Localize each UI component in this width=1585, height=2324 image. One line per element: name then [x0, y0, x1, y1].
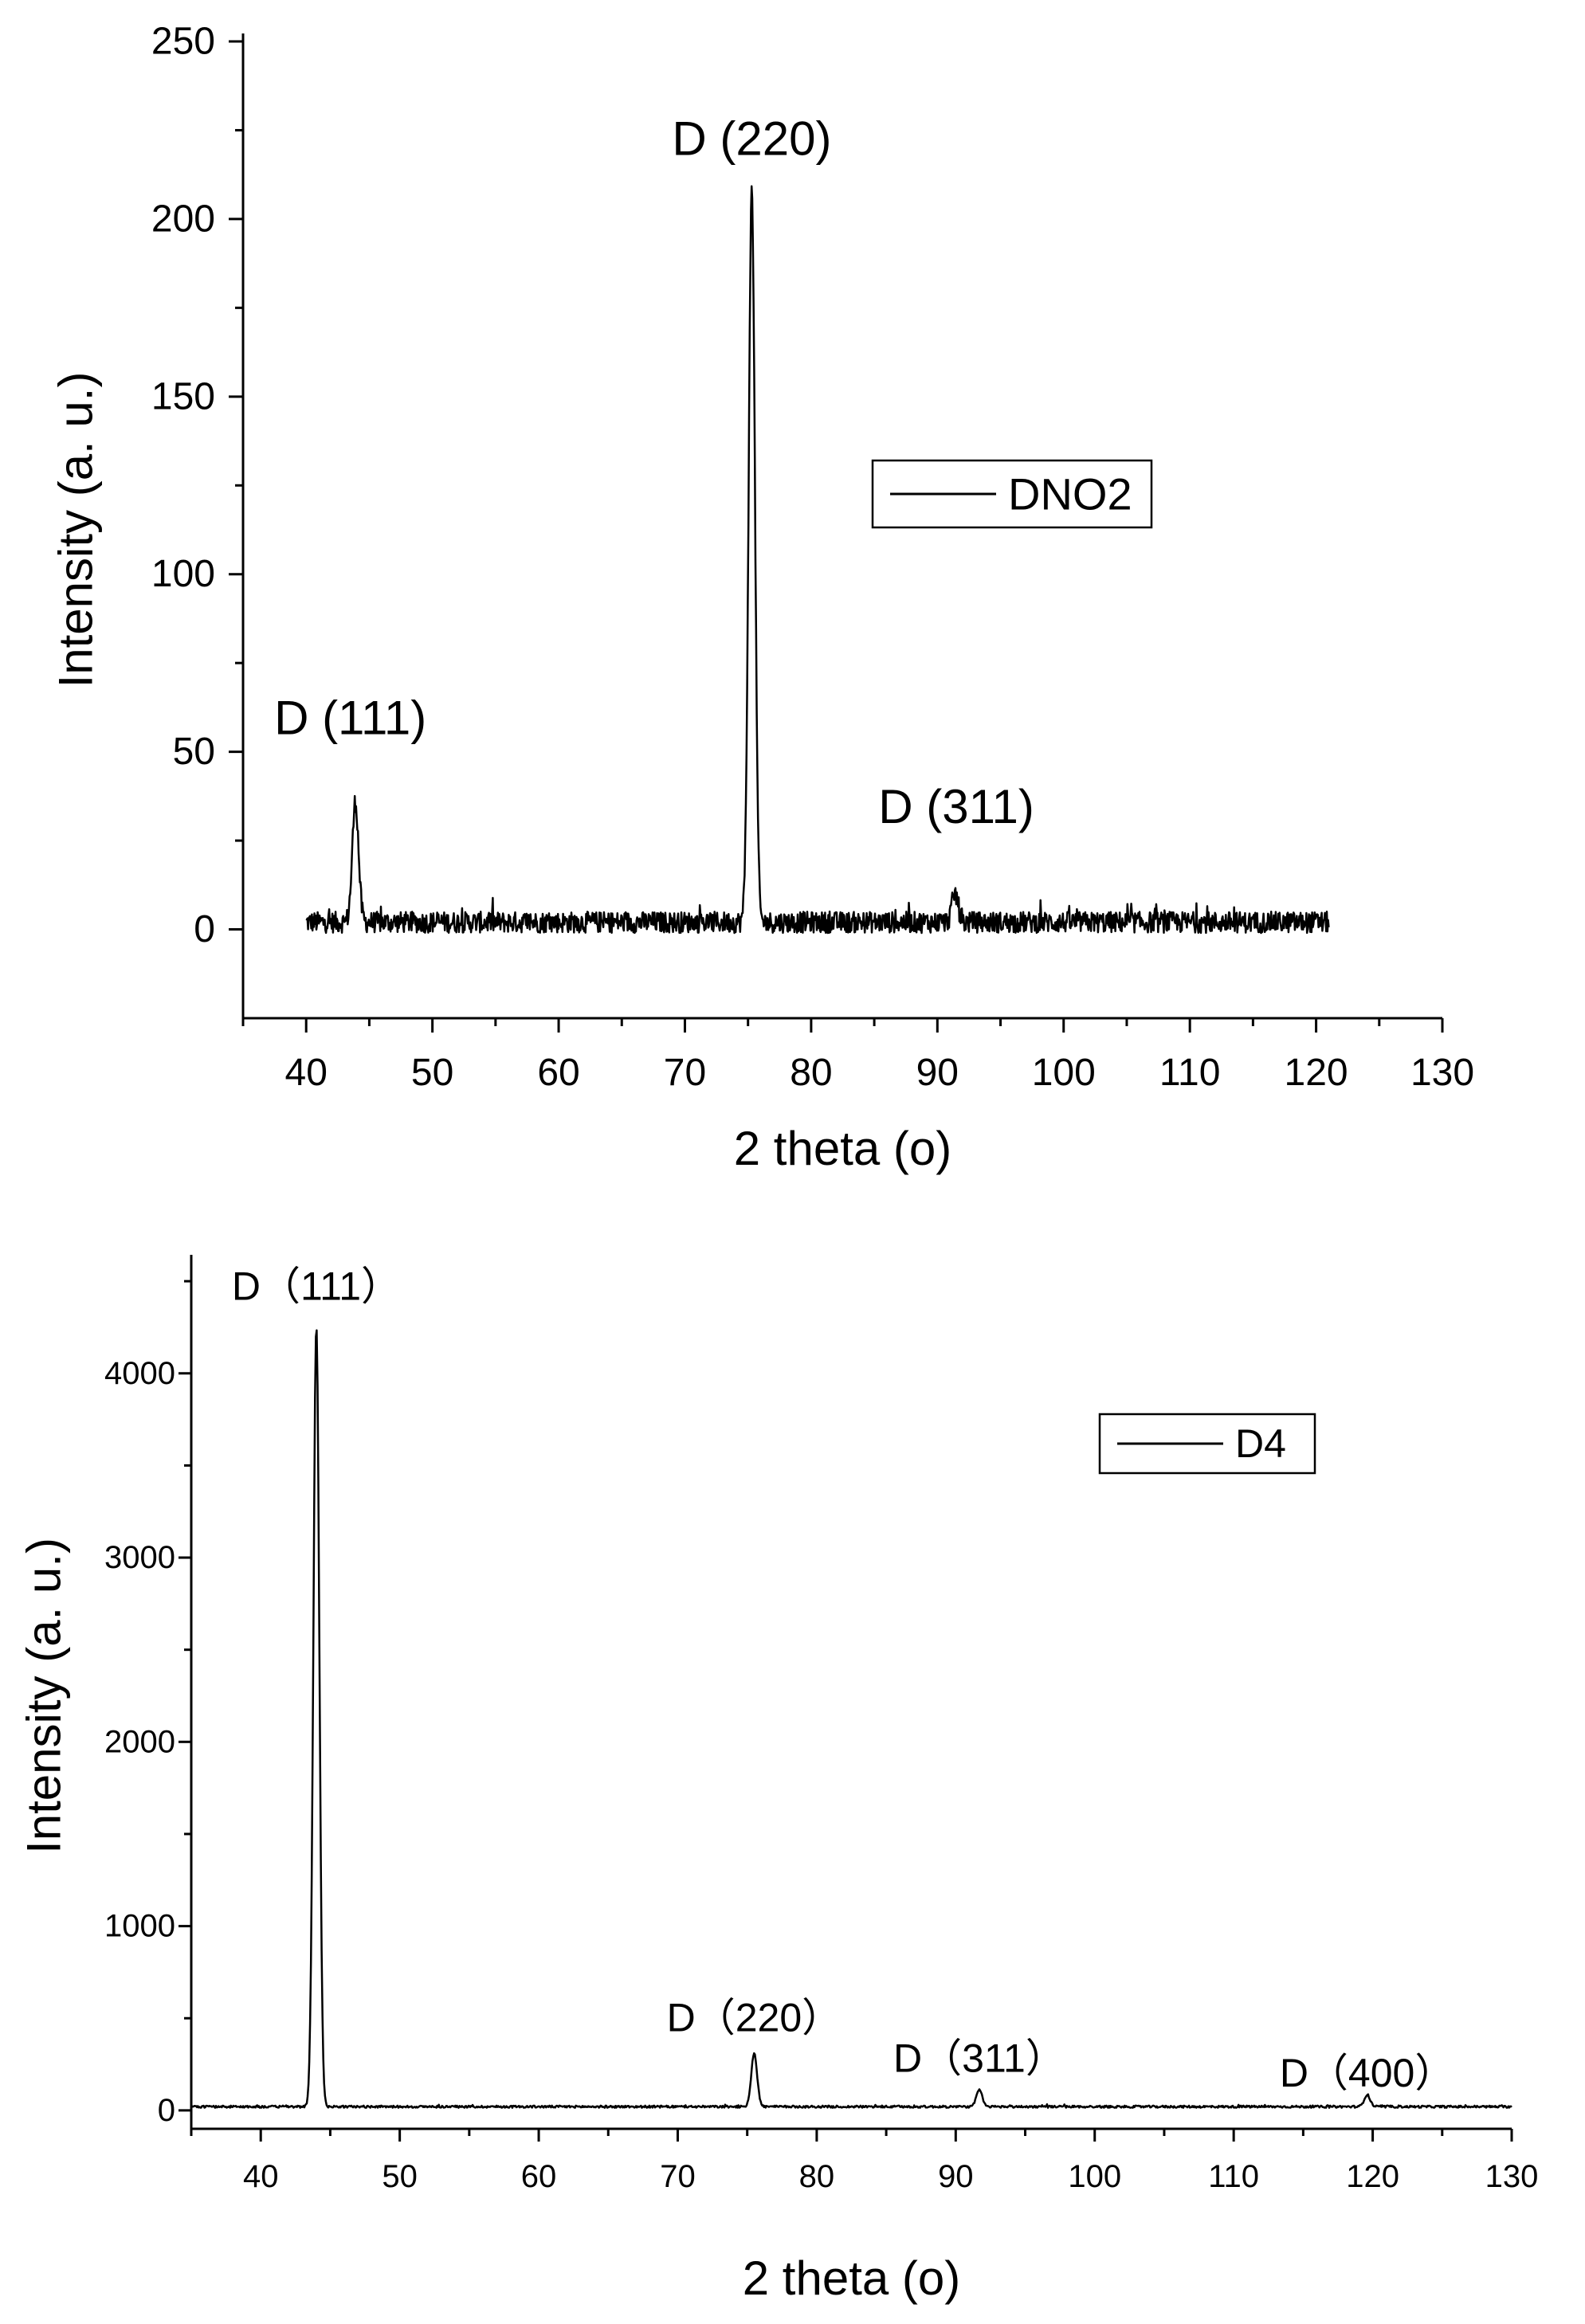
x-tick-label: 40 [285, 1052, 328, 1094]
y-tick-label: 4000 [104, 1356, 175, 1391]
x-tick-label: 90 [916, 1052, 959, 1094]
x-tick-label: 100 [1068, 2159, 1121, 2194]
y-tick-label: 1000 [104, 1909, 175, 1944]
y-tick-label: 200 [151, 198, 215, 240]
y-tick-label: 150 [151, 375, 215, 417]
x-tick-label: 40 [243, 2159, 279, 2194]
x-tick-label: 130 [1410, 1052, 1474, 1094]
x-tick-label: 120 [1346, 2159, 1399, 2194]
x-tick-label: 60 [537, 1052, 579, 1094]
x-tick-label: 50 [382, 2159, 418, 2194]
series-line-dno2 [305, 185, 1330, 935]
chart-dno2: 40 50 60 70 80 90 100 110 120 130 0 50 100 150 200 250 2… [49, 21, 1475, 1176]
peak-annotation: D (111) [274, 691, 426, 744]
series-line-d4 [190, 1329, 1512, 2109]
y-axis-title: Intensity (a. u.) [18, 1538, 71, 1854]
y-tick-label: 3000 [104, 1540, 175, 1575]
peak-annotation: D（400） [1280, 2051, 1455, 2095]
y-tick-label: 100 [151, 553, 215, 595]
chart-d4: 40 50 60 70 80 90 100 110 120 130 0 1000 2000 3000 400… [18, 1255, 1539, 2305]
x-tick-label: 120 [1285, 1052, 1348, 1094]
x-tick-label: 70 [660, 2159, 696, 2194]
x-tick-label: 80 [790, 1052, 832, 1094]
x-tick-label: 90 [938, 2159, 974, 2194]
x-axis-title: 2 theta (o) [743, 2251, 961, 2305]
peak-annotation: D (311) [878, 780, 1034, 833]
peak-annotation: D（220） [667, 1995, 842, 2040]
y-axis-title: Intensity (a. u.) [49, 372, 103, 688]
x-tick-label: 80 [799, 2159, 835, 2194]
x-tick-label: 70 [664, 1052, 706, 1094]
peak-annotation: D（311） [893, 2036, 1065, 2080]
x-axis-title: 2 theta (o) [734, 1122, 952, 1175]
x-tick-label: 110 [1208, 2159, 1259, 2194]
x-tick-label: 130 [1485, 2159, 1539, 2194]
x-tick-label: 50 [411, 1052, 453, 1094]
y-tick-label: 0 [194, 908, 215, 950]
y-tick-label: 0 [158, 2093, 175, 2128]
x-tick-label: 60 [521, 2159, 557, 2194]
y-tick-label: 2000 [104, 1724, 175, 1759]
peak-annotation: D (220) [672, 112, 831, 166]
y-tick-label: 250 [151, 21, 215, 63]
x-tick-label: 100 [1032, 1052, 1096, 1094]
y-tick-label: 50 [173, 731, 215, 773]
legend-label: DNO2 [1008, 469, 1132, 519]
x-tick-label: 110 [1159, 1052, 1221, 1094]
legend-label: D4 [1235, 1421, 1286, 1466]
peak-annotation: D（111） [232, 1264, 401, 1308]
